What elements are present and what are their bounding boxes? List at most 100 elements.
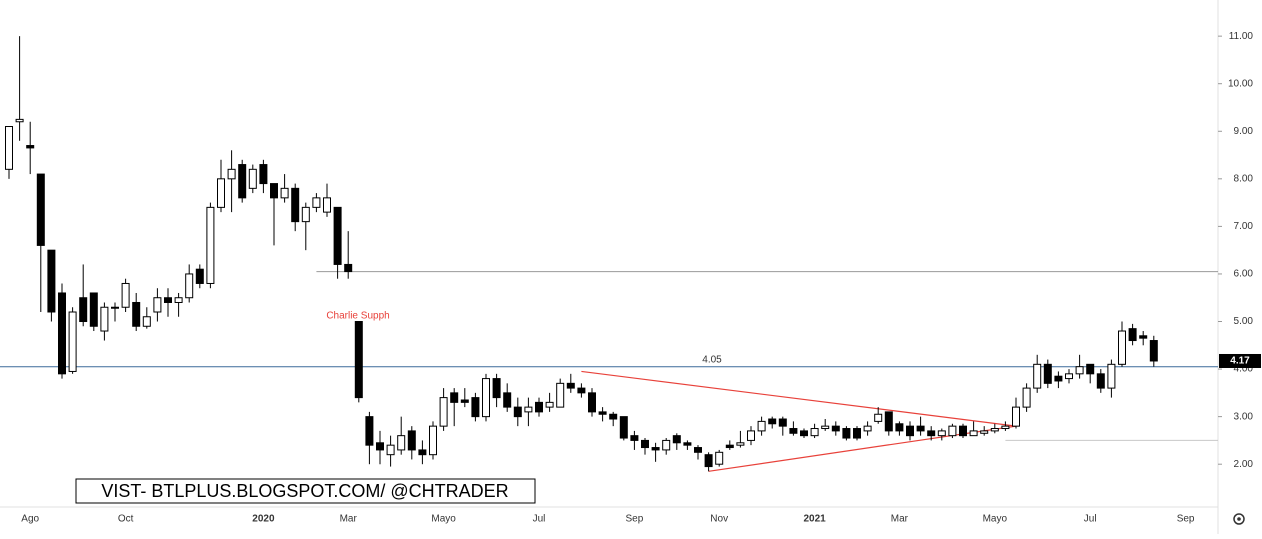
candle-body	[354, 321, 363, 399]
candle	[948, 423, 957, 439]
candle-body	[418, 449, 427, 456]
x-tick-label: 2021	[803, 514, 826, 525]
candle	[884, 411, 893, 436]
candle	[651, 442, 660, 462]
candle-body	[1022, 387, 1031, 408]
candle	[1086, 363, 1095, 384]
candle	[121, 278, 130, 312]
candle	[747, 426, 755, 446]
candle	[672, 433, 681, 450]
candle	[980, 426, 989, 436]
candle-body	[482, 378, 490, 418]
candle-body	[916, 425, 925, 432]
candle	[969, 421, 978, 437]
candle-body	[164, 297, 172, 303]
candle	[333, 206, 342, 279]
candle-body	[280, 187, 289, 199]
candle-body	[609, 413, 618, 420]
candle-body	[132, 301, 141, 327]
candle	[5, 126, 13, 179]
candle-body	[471, 397, 480, 418]
candle-body	[927, 430, 936, 437]
y-tick-label: 4.00	[1234, 364, 1254, 375]
candle-body	[1128, 328, 1137, 342]
x-tick-label: Oct	[118, 514, 134, 525]
candle	[630, 430, 639, 450]
candle	[566, 373, 575, 393]
candle-body	[1096, 373, 1105, 389]
candle	[397, 416, 406, 455]
candle	[418, 440, 427, 465]
candle	[89, 292, 98, 332]
candle	[1139, 331, 1148, 346]
candle	[725, 440, 734, 450]
candle	[778, 416, 787, 436]
x-tick-label: Mar	[891, 514, 909, 525]
candle-body	[1001, 425, 1010, 430]
candle	[1065, 369, 1073, 384]
candle-body	[344, 263, 353, 273]
watermark: VIST- BTLPLUS.BLOGSPOT.COM/ @CHTRADER	[101, 481, 508, 501]
candle	[47, 249, 56, 322]
candle-body	[291, 187, 300, 223]
x-tick-label: Mayo	[983, 514, 1008, 525]
candle	[185, 264, 194, 303]
candle-body	[789, 428, 798, 434]
candle	[927, 426, 936, 441]
candle	[906, 421, 914, 441]
candle	[482, 373, 490, 422]
candle-body	[821, 425, 830, 430]
candle-body	[439, 397, 448, 427]
candle	[1118, 321, 1126, 367]
candle-body	[206, 206, 215, 284]
y-tick-label: 7.00	[1234, 221, 1254, 232]
candle-body	[948, 425, 957, 437]
candle-body	[641, 439, 649, 449]
candle-body	[1065, 373, 1073, 380]
candle	[588, 388, 596, 417]
candle-body	[704, 454, 713, 468]
candle-body	[524, 406, 533, 413]
candle	[217, 159, 225, 213]
candle	[577, 383, 586, 398]
candle	[619, 416, 628, 441]
candle	[270, 183, 278, 246]
candle-body	[715, 451, 724, 465]
candle-body	[15, 118, 24, 123]
candle-body	[1139, 335, 1148, 339]
candle	[153, 288, 162, 322]
candle-body	[545, 401, 554, 408]
candle-body	[990, 428, 999, 432]
candle-body	[577, 387, 586, 394]
candle-body	[270, 183, 278, 199]
candle	[683, 440, 692, 450]
candle	[1043, 359, 1052, 389]
candle-body	[195, 268, 204, 284]
candle-body	[376, 442, 384, 451]
candle-body	[1033, 363, 1042, 389]
y-tick-label: 3.00	[1234, 411, 1254, 422]
candle	[556, 378, 565, 408]
candle	[195, 264, 204, 289]
candle-body	[1118, 330, 1126, 365]
candle-body	[513, 406, 522, 418]
candle-body	[450, 392, 459, 403]
candle	[323, 183, 331, 217]
candle	[376, 430, 384, 465]
settings-icon[interactable]	[1233, 513, 1245, 525]
candle-body	[694, 447, 702, 453]
candle-body	[397, 435, 406, 451]
candle	[100, 302, 109, 341]
candle	[450, 388, 459, 427]
candle	[280, 174, 289, 203]
y-tick-label: 2.00	[1234, 459, 1254, 470]
x-tick-label: Sep	[626, 514, 644, 525]
candle	[344, 231, 353, 279]
x-tick-label: Sep	[1177, 514, 1195, 525]
candle-body	[831, 425, 840, 432]
candle-body	[1054, 375, 1063, 382]
candle	[990, 423, 999, 434]
candle-body	[863, 425, 872, 432]
